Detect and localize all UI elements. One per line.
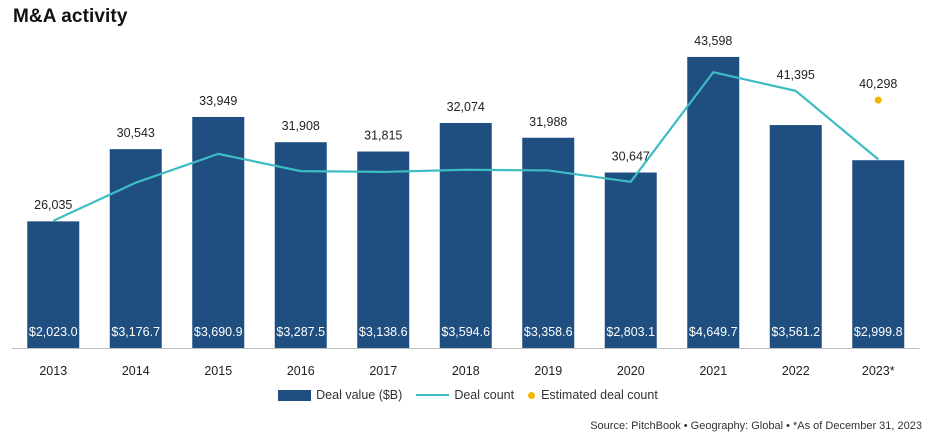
x-tick-label: 2022	[782, 364, 810, 378]
source-note: Source: PitchBook • Geography: Global • …	[590, 420, 922, 432]
x-tick-label: 2020	[617, 364, 645, 378]
legend-swatch-dot	[528, 391, 536, 399]
bar-2022	[769, 125, 822, 348]
bar-value-label: $3,287.5	[276, 325, 325, 339]
bar-2016	[274, 142, 327, 348]
bar-2017	[357, 151, 410, 348]
bar-2020	[604, 172, 657, 348]
deal-count-label: 43,598	[694, 34, 732, 48]
bar-value-label: $2,023.0	[29, 325, 78, 339]
deal-count-label: 41,395	[777, 68, 815, 82]
deal-count-label: 32,074	[447, 100, 485, 114]
x-tick-label: 2015	[204, 364, 232, 378]
deal-count-label: 31,908	[282, 119, 320, 133]
deal-count-label: 31,988	[529, 115, 567, 129]
legend-label-deal-count: Deal count	[454, 388, 515, 402]
bar-value-label: $3,561.2	[771, 325, 820, 339]
bar-2023	[852, 160, 905, 348]
bar-value-label: $3,594.6	[441, 325, 490, 339]
legend-label-deal-value: Deal value ($B)	[316, 388, 403, 402]
bar-2018	[439, 122, 492, 348]
legend-label-estimated: Estimated deal count	[541, 388, 658, 402]
x-tick-label: 2017	[369, 364, 397, 378]
x-tick-label: 2013	[39, 364, 67, 378]
legend-item-deal-value: Deal value ($B)	[278, 388, 402, 402]
bar-2021	[687, 56, 740, 349]
bar-value-label: $2,999.8	[854, 325, 903, 339]
bar-value-label: $3,690.9	[194, 325, 243, 339]
x-tick-label: 2018	[452, 364, 480, 378]
bar-value-label: $3,358.6	[524, 325, 573, 339]
deal-count-line	[52, 71, 879, 222]
x-tick-label: 2014	[122, 364, 150, 378]
deal-count-label: 31,815	[364, 129, 402, 143]
estimated-deal-count-point	[874, 96, 882, 104]
x-tick-label: 2023*	[862, 364, 895, 378]
deal-count-label: 30,543	[117, 126, 155, 140]
chart-title: M&A activity	[13, 6, 128, 27]
bar-2015	[192, 116, 245, 348]
bar-2013	[27, 221, 80, 348]
chart-legend: Deal value ($B) Deal count Estimated dea…	[0, 388, 936, 402]
legend-swatch-bar	[278, 389, 312, 401]
x-tick-label: 2021	[699, 364, 727, 378]
legend-swatch-line	[416, 394, 450, 396]
bar-value-label: $3,138.6	[359, 325, 408, 339]
x-tick-label: 2016	[287, 364, 315, 378]
legend-item-estimated: Estimated deal count	[528, 388, 658, 402]
bar-value-label: $4,649.7	[689, 325, 738, 339]
estimated-deal-count-label: 40,298	[859, 77, 897, 91]
legend-item-deal-count: Deal count	[416, 388, 514, 402]
deal-count-label: 26,035	[34, 198, 72, 212]
bar-value-label: $3,176.7	[111, 325, 160, 339]
bar-2014	[109, 149, 162, 348]
deal-count-label: 30,647	[612, 150, 650, 164]
x-tick-label: 2019	[534, 364, 562, 378]
bar-value-label: $2,803.1	[606, 325, 655, 339]
deal-count-label: 33,949	[199, 94, 237, 108]
